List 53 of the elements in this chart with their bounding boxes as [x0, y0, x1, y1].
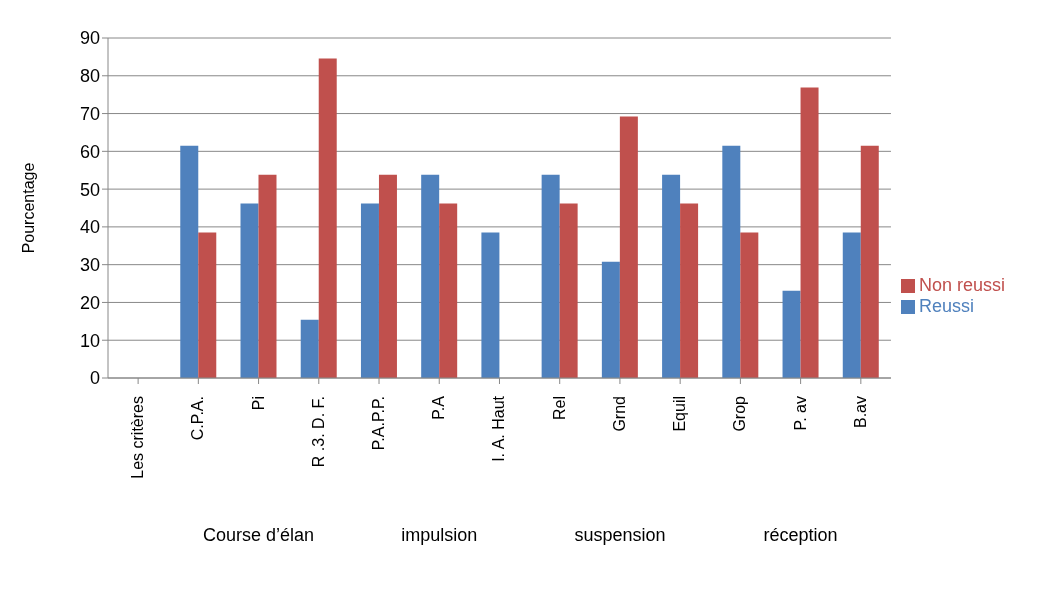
- bar: [601, 261, 620, 378]
- x-tick-label: I. A. Haut: [490, 395, 508, 462]
- bar: [421, 174, 440, 378]
- y-tick-label: 20: [79, 292, 100, 313]
- x-tick-label: P.A.P.P.: [370, 396, 388, 451]
- y-tick-label: 70: [79, 103, 100, 124]
- bar: [860, 145, 879, 378]
- text: impulsion: [401, 525, 478, 545]
- y-tick-label: 90: [79, 28, 100, 49]
- y-tick-label: 10: [79, 330, 100, 351]
- bar: [258, 174, 277, 378]
- legend-label: Non reussi: [918, 274, 1005, 295]
- bar: [662, 174, 681, 378]
- bar: [198, 232, 217, 378]
- x-tick-label: Grnd: [610, 396, 628, 432]
- bar: [842, 232, 861, 378]
- y-tick-label: 0: [89, 368, 100, 389]
- bar: [740, 232, 759, 378]
- bar: [360, 203, 379, 378]
- bar: [680, 203, 699, 378]
- x-tick-label: P.A: [430, 395, 448, 420]
- x-tick-label: B.av: [851, 396, 869, 429]
- bar: [378, 174, 397, 378]
- y-tick-label: 40: [79, 217, 100, 238]
- bar: [180, 145, 199, 378]
- x-tick-label: Grop: [731, 395, 749, 432]
- text: Course d’élan: [203, 525, 315, 545]
- bar: [541, 174, 560, 378]
- x-tick-label: Pi: [249, 396, 267, 411]
- bar: [439, 203, 458, 378]
- text: suspension: [574, 525, 666, 545]
- y-tick-label: 50: [79, 179, 100, 200]
- y-axis-title: Pourcentage: [19, 162, 37, 254]
- x-tick-label: R .3. D. F.: [309, 396, 327, 468]
- bar: [800, 87, 819, 378]
- bar: [559, 203, 578, 378]
- bar: [782, 290, 801, 378]
- x-tick-label: P. av: [791, 396, 809, 431]
- y-tick-label: 60: [79, 141, 100, 162]
- bar: [318, 58, 337, 378]
- bar: [481, 232, 500, 378]
- bar: [722, 145, 741, 378]
- x-tick-label: Equil: [671, 396, 689, 432]
- x-tick-label: Les critères: [129, 396, 147, 479]
- text: réception: [763, 525, 838, 545]
- x-tick-label: Rel: [550, 396, 568, 421]
- bar: [300, 319, 319, 378]
- bar: [240, 203, 259, 378]
- x-tick-label: C.P.A.: [189, 396, 207, 441]
- bar: [619, 116, 638, 378]
- legend-label: Reussi: [918, 295, 974, 316]
- y-tick-label: 30: [79, 255, 100, 276]
- y-tick-label: 80: [79, 66, 100, 87]
